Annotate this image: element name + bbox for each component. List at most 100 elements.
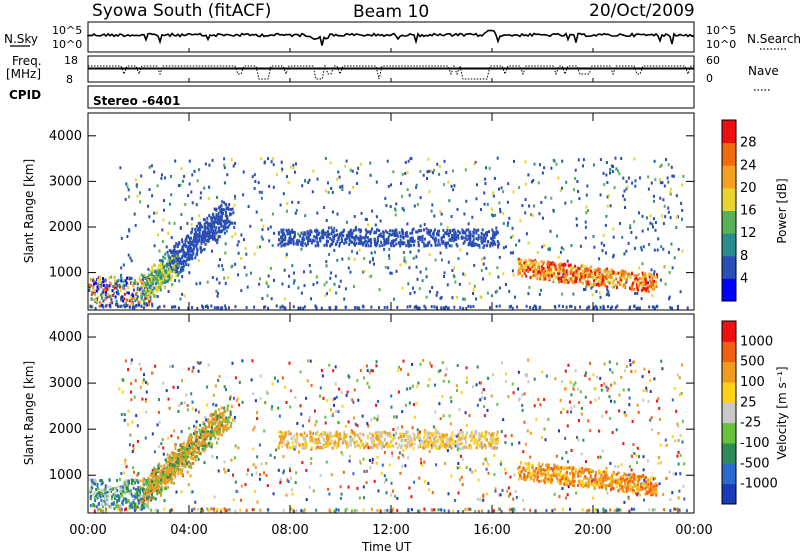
heatmap-cell: [214, 306, 216, 309]
heatmap-cell: [558, 256, 560, 259]
heatmap-cell: [463, 213, 465, 216]
heatmap-cell: [125, 359, 127, 362]
heatmap-cell: [126, 299, 128, 302]
heatmap-cell: [301, 232, 303, 235]
heatmap-cell: [180, 213, 182, 216]
heatmap-cell: [206, 404, 208, 407]
heatmap-cell: [252, 448, 254, 451]
heatmap-cell: [194, 170, 196, 173]
heatmap-cell: [370, 174, 372, 177]
heatmap-cell: [130, 382, 132, 385]
heatmap-cell: [187, 234, 189, 237]
heatmap-cell: [587, 419, 589, 422]
heatmap-cell: [230, 422, 232, 425]
heatmap-cell: [258, 181, 260, 184]
heatmap-cell: [251, 359, 253, 362]
heatmap-cell: [264, 161, 266, 164]
heatmap-cell: [628, 242, 630, 245]
heatmap-cell: [367, 224, 369, 227]
heatmap-cell: [376, 418, 378, 421]
heatmap-cell: [268, 275, 270, 278]
heatmap-cell: [608, 294, 610, 297]
heatmap-cell: [681, 250, 683, 253]
heatmap-cell: [582, 265, 584, 268]
heatmap-cell: [148, 303, 150, 306]
heatmap-cell: [130, 398, 132, 401]
heatmap-cell: [445, 242, 447, 245]
heatmap-cell: [442, 361, 444, 364]
heatmap-cell: [264, 305, 266, 308]
heatmap-cell: [220, 211, 222, 214]
heatmap-cell: [489, 245, 491, 248]
heatmap-cell: [263, 471, 265, 474]
heatmap-cell: [399, 472, 401, 475]
heatmap-cell: [642, 262, 644, 265]
heatmap-cell: [427, 170, 429, 173]
heatmap-cell: [317, 244, 319, 247]
heatmap-cell: [669, 306, 671, 309]
heatmap-cell: [528, 205, 530, 208]
heatmap-cell: [310, 360, 312, 363]
heatmap-cell: [232, 211, 234, 214]
heatmap-cell: [614, 186, 616, 189]
heatmap-cell: [199, 436, 201, 439]
heatmap-cell: [167, 486, 169, 489]
heatmap-cell: [90, 278, 92, 281]
heatmap-cell: [261, 219, 263, 222]
heatmap-cell: [161, 173, 163, 176]
heatmap-cell: [610, 204, 612, 207]
y-tick-label: 2000: [49, 220, 82, 235]
heatmap-cell: [517, 388, 519, 391]
heatmap-cell: [418, 477, 420, 480]
heatmap-cell: [641, 297, 643, 300]
heatmap-cell: [645, 387, 647, 390]
heatmap-cell: [395, 243, 397, 246]
heatmap-cell: [326, 281, 328, 284]
heatmap-cell: [518, 258, 520, 261]
heatmap-cell: [650, 390, 652, 393]
heatmap-cell: [143, 506, 145, 509]
heatmap-cell: [434, 384, 436, 387]
heatmap-cell: [160, 465, 162, 468]
heatmap-cell: [243, 238, 245, 241]
heatmap-cell: [658, 456, 660, 459]
heatmap-cell: [527, 173, 529, 176]
beam-title: Beam 10: [353, 2, 429, 22]
heatmap-cell: [348, 376, 350, 379]
heatmap-cell: [617, 465, 619, 468]
heatmap-cell: [595, 305, 597, 308]
heatmap-cell: [251, 378, 253, 381]
heatmap-cell: [407, 235, 409, 238]
heatmap-cell: [159, 305, 161, 308]
heatmap-cell: [92, 493, 94, 496]
heatmap-cell: [678, 451, 680, 454]
heatmap-cell: [173, 265, 175, 268]
heatmap-cell: [128, 499, 130, 502]
heatmap-cell: [223, 430, 225, 433]
heatmap-cell: [197, 179, 199, 182]
heatmap-cell: [185, 239, 187, 242]
heatmap-cell: [576, 224, 578, 227]
heatmap-cell: [671, 243, 673, 246]
heatmap-cell: [190, 231, 192, 234]
heatmap-cell: [200, 191, 202, 194]
heatmap-cell: [301, 184, 303, 187]
heatmap-cell: [556, 163, 558, 166]
heatmap-cell: [237, 446, 239, 449]
heatmap-cell: [174, 447, 176, 450]
heatmap-cell: [317, 242, 319, 245]
heatmap-cell: [575, 169, 577, 172]
heatmap-cell: [548, 277, 550, 280]
heatmap-cell: [292, 493, 294, 496]
heatmap-cell: [543, 398, 545, 401]
heatmap-cell: [395, 202, 397, 205]
heatmap-cell: [252, 392, 254, 395]
heatmap-cell: [561, 380, 563, 383]
heatmap-cell: [369, 162, 371, 165]
heatmap-cell: [675, 410, 677, 413]
heatmap-cell: [173, 249, 175, 252]
freq-panel: Freq. [MHz] 18 8 60 0 Nave: [6, 54, 779, 90]
heatmap-cell: [126, 479, 128, 482]
heatmap-cell: [304, 179, 306, 182]
